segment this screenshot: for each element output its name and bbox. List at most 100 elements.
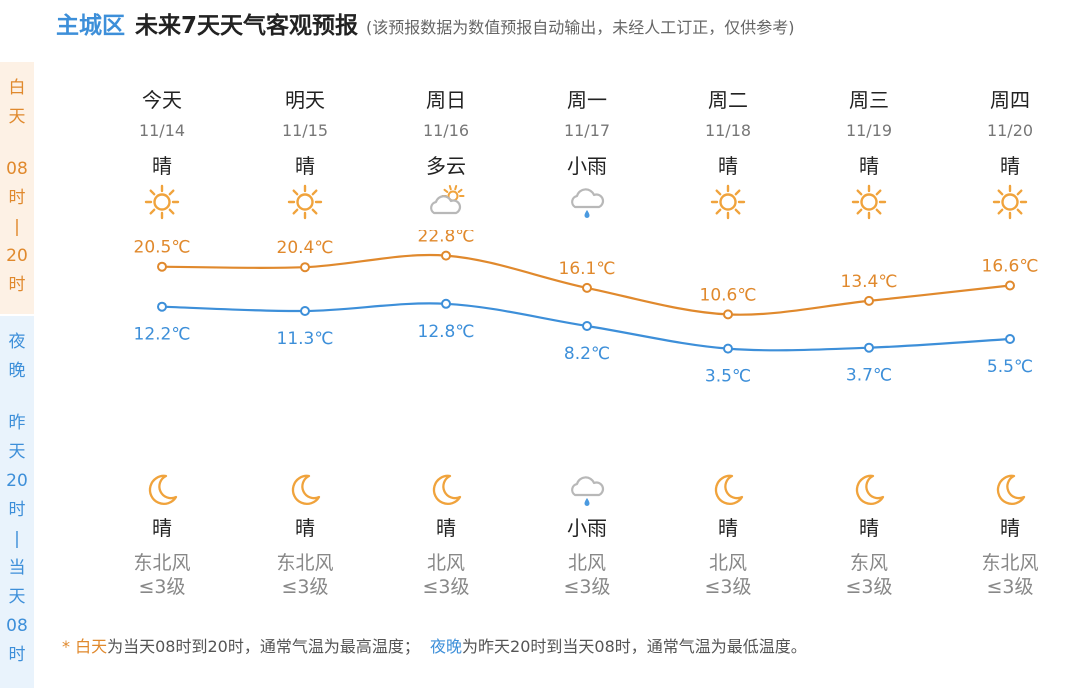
date-label: 11/14 xyxy=(138,121,186,140)
moon-icon xyxy=(950,470,1070,510)
high-temp-label: 20.5℃ xyxy=(134,238,191,258)
high-temp-point xyxy=(723,309,733,320)
day-condition: 晴 xyxy=(152,154,172,178)
night-side-char: 天 xyxy=(8,442,26,462)
low-temp-point xyxy=(441,298,451,309)
high-temp-label: 22.8℃ xyxy=(418,230,475,247)
high-temp-label: 16.6℃ xyxy=(982,257,1039,277)
night-side-char: 夜 xyxy=(8,332,26,352)
day-condition: 晴 xyxy=(718,154,738,178)
wind-level: ≤3级 xyxy=(563,576,611,598)
wind-direction: 北风 xyxy=(708,552,747,574)
date-label: 11/18 xyxy=(704,121,752,140)
date-label: 11/20 xyxy=(986,121,1034,140)
wind-info: 北风 ≤3级 xyxy=(668,551,788,599)
light-rain-icon xyxy=(527,182,647,222)
wind-direction: 东北风 xyxy=(276,552,334,574)
footnote-star: * xyxy=(62,637,76,656)
night-side-char: 时 xyxy=(8,500,26,520)
weekday-label: 周四 xyxy=(990,88,1030,112)
night-condition: 晴 xyxy=(436,516,456,540)
night-side-char: 时 xyxy=(8,645,26,665)
day-condition: 多云 xyxy=(426,154,466,178)
wind-level: ≤3级 xyxy=(845,576,893,598)
date-label: 11/19 xyxy=(845,121,893,140)
wind-info: 北风 ≤3级 xyxy=(527,551,647,599)
wind-info: 北风 ≤3级 xyxy=(386,551,506,599)
night-condition: 小雨 xyxy=(567,516,607,540)
high-temp-label: 10.6℃ xyxy=(700,285,757,305)
low-temp-label: 5.5℃ xyxy=(987,357,1033,377)
page-title: 未来7天天气客观预报 xyxy=(135,13,359,39)
disclaimer-note: (该预报数据为数值预报自动输出，未经人工订正，仅供参考) xyxy=(366,18,795,37)
page-header: 主城区 未来7天天气客观预报 (该预报数据为数值预报自动输出，未经人工订正，仅供… xyxy=(56,6,795,40)
sun-icon xyxy=(809,182,929,222)
high-temp-label: 20.4℃ xyxy=(277,238,334,258)
day-condition: 晴 xyxy=(295,154,315,178)
wind-info: 东北风 ≤3级 xyxy=(102,551,222,599)
city-name: 主城区 xyxy=(56,13,125,39)
low-temp-label: 12.8℃ xyxy=(418,322,475,342)
day-condition: 晴 xyxy=(1000,154,1020,178)
low-temp-label: 11.3℃ xyxy=(277,329,334,349)
wind-info: 东北风 ≤3级 xyxy=(950,551,1070,599)
night-condition: 晴 xyxy=(295,516,315,540)
high-temp-point xyxy=(582,282,592,293)
footnote: * 白天为当天08时到20时，通常气温为最高温度； 夜晚为昨天20时到当天08时… xyxy=(62,633,807,657)
weekday-label: 周三 xyxy=(849,88,889,112)
wind-level: ≤3级 xyxy=(138,576,186,598)
low-temp-point xyxy=(582,321,592,331)
weekday-label: 周一 xyxy=(567,88,607,112)
moon-icon xyxy=(809,470,929,510)
day-side-char: 20 xyxy=(6,246,28,266)
high-temp-label: 13.4℃ xyxy=(841,272,898,292)
weekday-label: 明天 xyxy=(285,88,325,112)
moon-icon xyxy=(245,470,365,510)
low-temp-point xyxy=(1005,334,1015,344)
weekday-label: 今天 xyxy=(142,88,182,112)
sun-icon xyxy=(102,182,222,222)
low-temp-point xyxy=(864,342,874,353)
weekday-label: 周二 xyxy=(708,88,748,112)
night-side-char: 晚 xyxy=(8,361,26,381)
light-rain-icon xyxy=(527,470,647,510)
date-label: 11/16 xyxy=(422,121,470,140)
day-side-char: | xyxy=(14,217,20,237)
high-temp-point xyxy=(300,262,310,273)
wind-level: ≤3级 xyxy=(986,576,1034,598)
night-condition: 晴 xyxy=(152,516,172,540)
day-side-char: 时 xyxy=(8,188,26,208)
day-condition: 小雨 xyxy=(567,154,607,178)
night-side-char: 08 xyxy=(6,616,28,636)
daytime-side-label: 白天 08 时 | 20 时 xyxy=(0,62,34,314)
wind-level: ≤3级 xyxy=(704,576,752,598)
night-side-char: 当 xyxy=(8,558,26,578)
partly-cloudy-icon xyxy=(386,182,506,222)
night-side-char: 天 xyxy=(8,587,26,607)
day-condition: 晴 xyxy=(859,154,879,178)
date-label: 11/15 xyxy=(281,121,329,140)
day-side-char: 08 xyxy=(6,159,28,179)
wind-direction: 东北风 xyxy=(981,552,1039,574)
low-temp-point xyxy=(300,306,310,316)
sun-icon xyxy=(245,182,365,222)
day-side-char: 天 xyxy=(8,107,26,127)
low-temp-label: 3.5℃ xyxy=(705,367,751,387)
low-temp-label: 8.2℃ xyxy=(564,344,610,364)
sun-icon xyxy=(950,182,1070,222)
low-temp-point xyxy=(723,343,733,354)
low-temp-point xyxy=(157,301,167,312)
night-condition: 晴 xyxy=(718,516,738,540)
high-temp-point xyxy=(864,295,874,306)
date-label: 11/17 xyxy=(563,121,611,140)
wind-direction: 北风 xyxy=(426,552,465,574)
low-temp-label: 12.2℃ xyxy=(134,325,191,345)
day-side-char: 时 xyxy=(8,275,26,295)
footnote-night-term: 夜晚 xyxy=(430,637,463,656)
high-temp-point xyxy=(157,261,167,272)
night-side-char: | xyxy=(14,529,20,549)
wind-info: 东北风 ≤3级 xyxy=(245,551,365,599)
wind-direction: 北风 xyxy=(567,552,606,574)
wind-level: ≤3级 xyxy=(422,576,470,598)
day-side-char: 白 xyxy=(8,78,26,98)
